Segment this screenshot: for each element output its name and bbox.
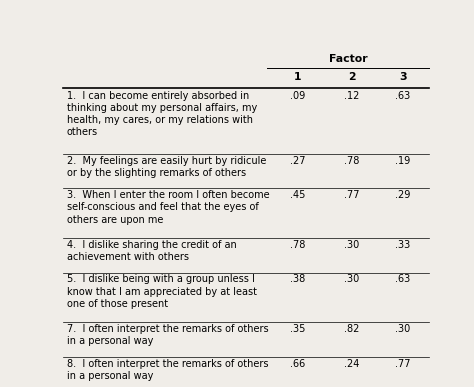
- Text: .35: .35: [290, 324, 305, 334]
- Text: .45: .45: [290, 190, 305, 200]
- Text: .77: .77: [395, 359, 411, 369]
- Text: .30: .30: [395, 324, 410, 334]
- Text: .29: .29: [395, 190, 411, 200]
- Text: 2.  My feelings are easily hurt by ridicule
or by the slighting remarks of other: 2. My feelings are easily hurt by ridicu…: [66, 156, 266, 178]
- Text: .82: .82: [344, 324, 360, 334]
- Text: .63: .63: [395, 274, 410, 284]
- Text: 3: 3: [399, 72, 407, 82]
- Text: 5.  I dislike being with a group unless I
know that I am appreciated by at least: 5. I dislike being with a group unless I…: [66, 274, 256, 309]
- Text: .24: .24: [344, 359, 360, 369]
- Text: .19: .19: [395, 156, 410, 166]
- Text: .63: .63: [395, 91, 410, 101]
- Text: 8.  I often interpret the remarks of others
in a personal way: 8. I often interpret the remarks of othe…: [66, 359, 268, 381]
- Text: Factor: Factor: [329, 54, 368, 64]
- Text: 3.  When I enter the room I often become
self-conscious and feel that the eyes o: 3. When I enter the room I often become …: [66, 190, 269, 224]
- Text: .38: .38: [290, 274, 305, 284]
- Text: .66: .66: [290, 359, 305, 369]
- Text: .77: .77: [344, 190, 360, 200]
- Text: .30: .30: [345, 240, 360, 250]
- Text: 1: 1: [294, 72, 301, 82]
- Text: 1.  I can become entirely absorbed in
thinking about my personal affairs, my
hea: 1. I can become entirely absorbed in thi…: [66, 91, 257, 137]
- Text: .30: .30: [345, 274, 360, 284]
- Text: 7.  I often interpret the remarks of others
in a personal way: 7. I often interpret the remarks of othe…: [66, 324, 268, 346]
- Text: .27: .27: [290, 156, 305, 166]
- Text: 4.  I dislike sharing the credit of an
achievement with others: 4. I dislike sharing the credit of an ac…: [66, 240, 237, 262]
- Text: .78: .78: [290, 240, 305, 250]
- Text: .09: .09: [290, 91, 305, 101]
- Text: .12: .12: [344, 91, 360, 101]
- Text: 2: 2: [348, 72, 356, 82]
- Text: .78: .78: [344, 156, 360, 166]
- Text: .33: .33: [395, 240, 410, 250]
